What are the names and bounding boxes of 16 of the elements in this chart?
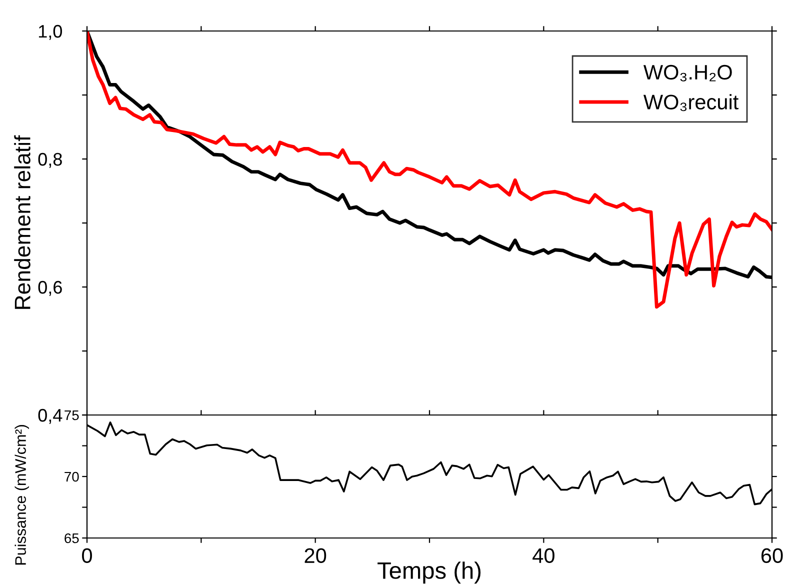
y-tick-label: 70 — [64, 472, 79, 482]
legend-label: WO₃.H₂O — [643, 64, 732, 82]
x-tick-label: 40 — [532, 548, 554, 564]
x-axis-title: Temps (h) — [378, 562, 481, 584]
x-tick-label: 0 — [82, 548, 92, 564]
y-axis-title: Rendement relatif — [14, 135, 30, 309]
y-tick-label: 0,4 — [38, 408, 62, 424]
y-tick-label: 75 — [64, 410, 79, 420]
legend-label: WO₃recuit — [643, 94, 739, 112]
x-tick-label: 20 — [304, 548, 326, 564]
y-tick-label: 1,0 — [38, 24, 62, 40]
y-axis-title: Puissance (mW/cm²) — [14, 425, 29, 565]
y-tick-label: 65 — [64, 533, 79, 544]
y-tick-label: 0,8 — [38, 152, 62, 168]
y-tick-label: 0,6 — [38, 280, 62, 296]
x-tick-label: 60 — [761, 548, 783, 564]
